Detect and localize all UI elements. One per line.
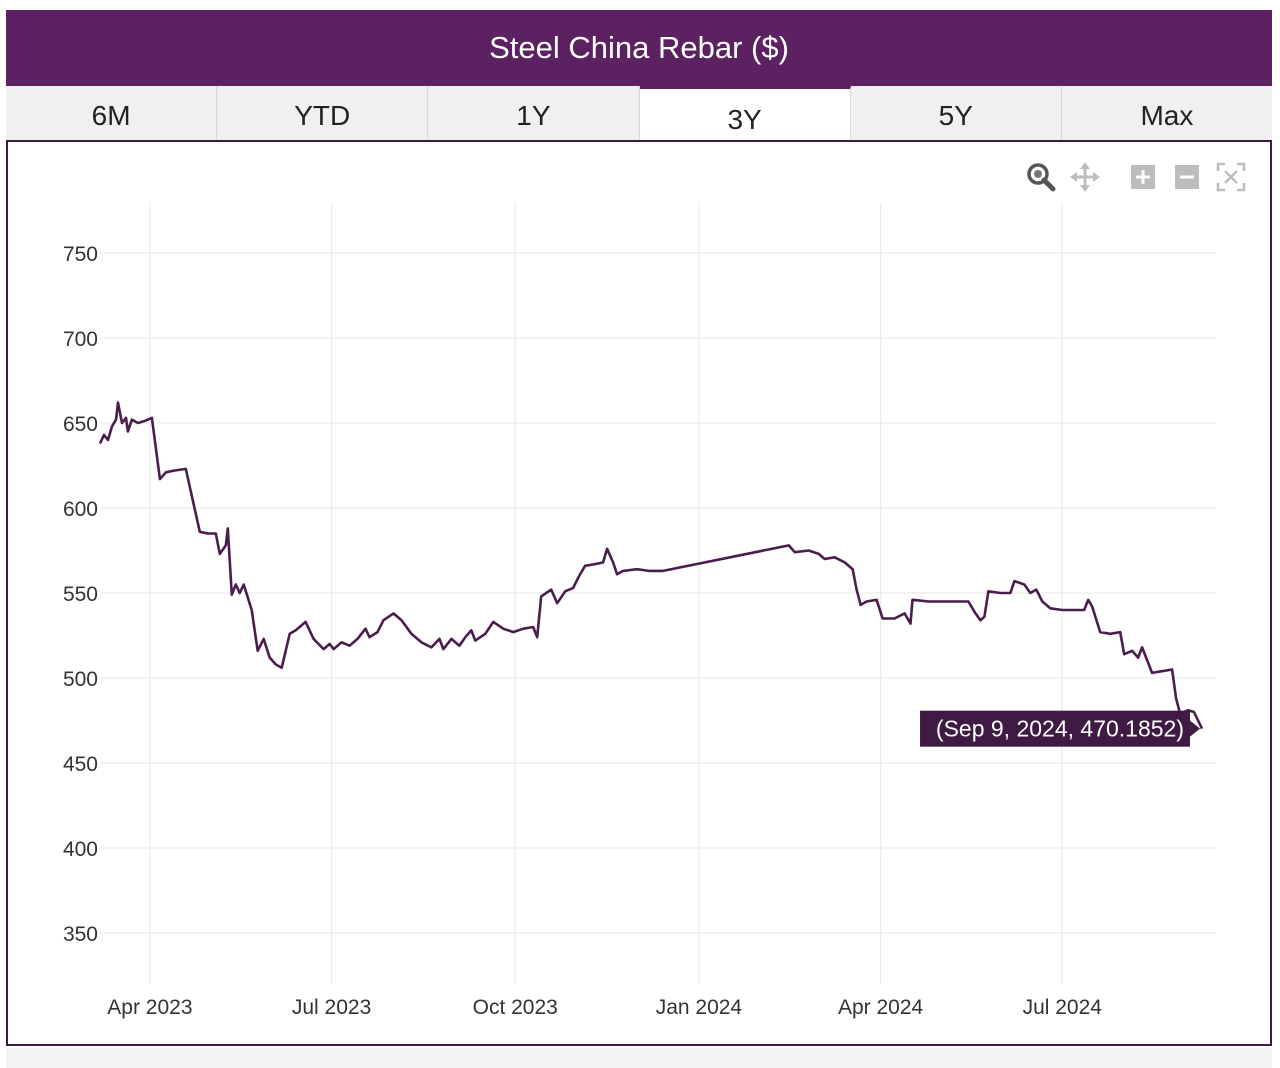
- x-tick-label: Jan 2024: [656, 996, 743, 1019]
- x-tick-label: Apr 2024: [838, 996, 924, 1019]
- chart-title: Steel China Rebar ($): [6, 10, 1272, 86]
- tab-max[interactable]: Max: [1140, 100, 1194, 131]
- series-line: [98, 401, 1204, 730]
- tooltip-text: (Sep 9, 2024, 470.1852): [936, 716, 1184, 742]
- y-tick-label: 650: [63, 413, 98, 436]
- chart-widget: Steel China Rebar ($) 6M YTD 1Y 3Y 5Y Ma…: [6, 10, 1272, 1046]
- line-chart[interactable]: 350 400 450 500 550 600 650 700 750 Apr 2023 Jul …: [8, 142, 1270, 1044]
- tab-6m[interactable]: 6M: [6, 86, 218, 140]
- hover-tooltip: (Sep 9, 2024, 470.1852): [920, 710, 1201, 747]
- y-tick-label: 750: [63, 243, 98, 266]
- x-tick-label: Jul 2024: [1023, 996, 1103, 1019]
- footer-strip: [6, 1048, 1272, 1068]
- y-tick-label: 550: [63, 583, 98, 606]
- range-tabs: 6M YTD 1Y 3Y 5Y Max: [6, 86, 1272, 140]
- autoscale-icon[interactable]: [1216, 162, 1246, 192]
- tab-3y[interactable]: 3Y: [639, 86, 851, 140]
- tab-5y[interactable]: 5Y: [851, 86, 1062, 140]
- y-tick-label: 450: [63, 753, 98, 776]
- tab-ytd[interactable]: YTD: [217, 86, 429, 140]
- x-tick-label: Oct 2023: [473, 996, 558, 1019]
- zoom-in-icon[interactable]: [1128, 162, 1158, 192]
- y-tick-label: 400: [63, 838, 98, 861]
- x-tick-label: Apr 2023: [107, 996, 192, 1019]
- plot-area: 350 400 450 500 550 600 650 700 750 Apr 2023 Jul …: [6, 140, 1272, 1046]
- y-tick-label: 350: [63, 923, 98, 946]
- tab-1y[interactable]: 1Y: [428, 86, 640, 140]
- x-tick-label: Jul 2023: [292, 996, 371, 1019]
- y-tick-label: 600: [63, 498, 98, 521]
- y-tick-label: 700: [63, 328, 98, 351]
- modebar: [1026, 162, 1246, 192]
- y-tick-label: 500: [63, 668, 98, 691]
- zoom-out-icon[interactable]: [1172, 162, 1202, 192]
- pan-icon[interactable]: [1070, 162, 1100, 192]
- zoom-icon[interactable]: [1026, 162, 1056, 192]
